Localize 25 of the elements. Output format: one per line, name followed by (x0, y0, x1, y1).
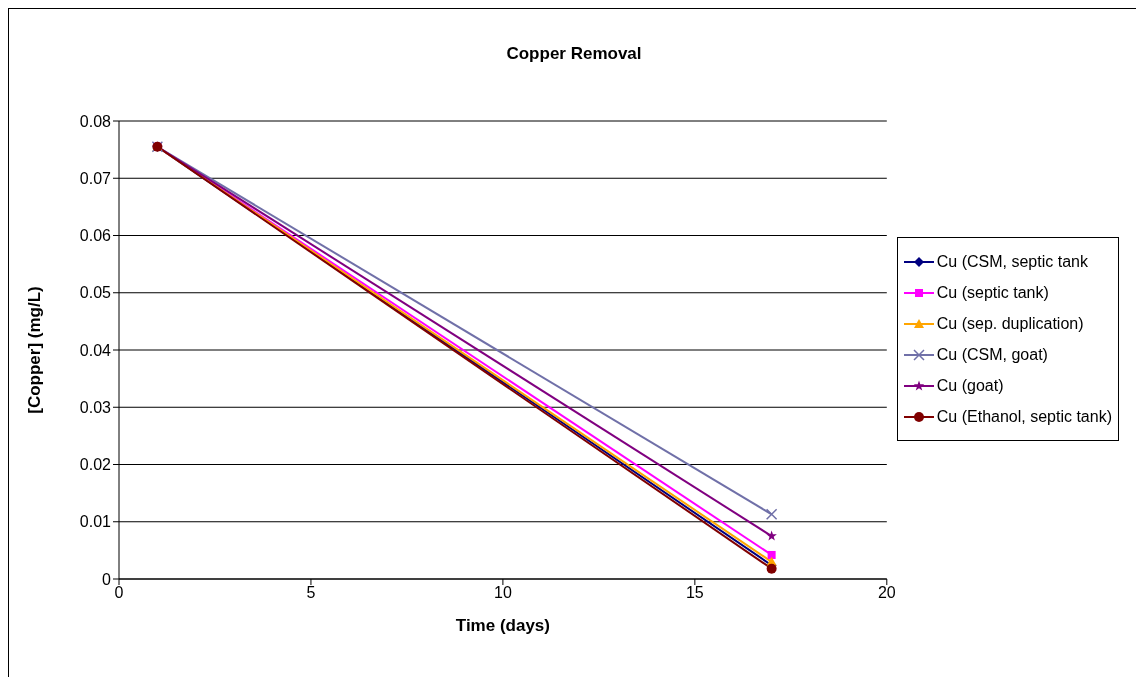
chart-title: Copper Removal (505, 44, 643, 64)
legend-label: Cu (Ethanol, septic tank) (936, 407, 1112, 426)
y-tick-label: 0.06 (79, 227, 112, 245)
legend-label: Cu (CSM, septic tank (936, 252, 1088, 271)
legend-label: Cu (septic tank) (936, 283, 1049, 302)
y-tick-label: 0.03 (79, 398, 112, 416)
y-tick-label: 0 (102, 570, 112, 588)
x-tick-label: 0 (114, 584, 124, 602)
point (766, 530, 777, 541)
y-tick-label: 0.02 (79, 456, 112, 474)
legend-label: Cu (sep. duplication) (936, 314, 1084, 333)
y-axis-title: [Copper] (mg/L) (25, 286, 45, 414)
legend-label: Cu (CSM, goat) (936, 345, 1048, 364)
x-axis-title: Time (days) (455, 616, 550, 635)
x-tick-label: 5 (306, 584, 316, 602)
y-tick-label: 0.01 (79, 513, 112, 531)
y-tick-label: 0.04 (79, 341, 112, 359)
x-tick-label: 20 (877, 584, 896, 602)
x-tick-label: 15 (685, 584, 704, 602)
y-tick-label: 0.07 (79, 169, 112, 187)
y-tick-label: 0.08 (79, 112, 112, 130)
y-tick-label: 0.05 (79, 284, 112, 302)
legend-label: Cu (goat) (936, 376, 1004, 395)
x-tick-label: 10 (494, 584, 512, 602)
point (765, 508, 778, 521)
